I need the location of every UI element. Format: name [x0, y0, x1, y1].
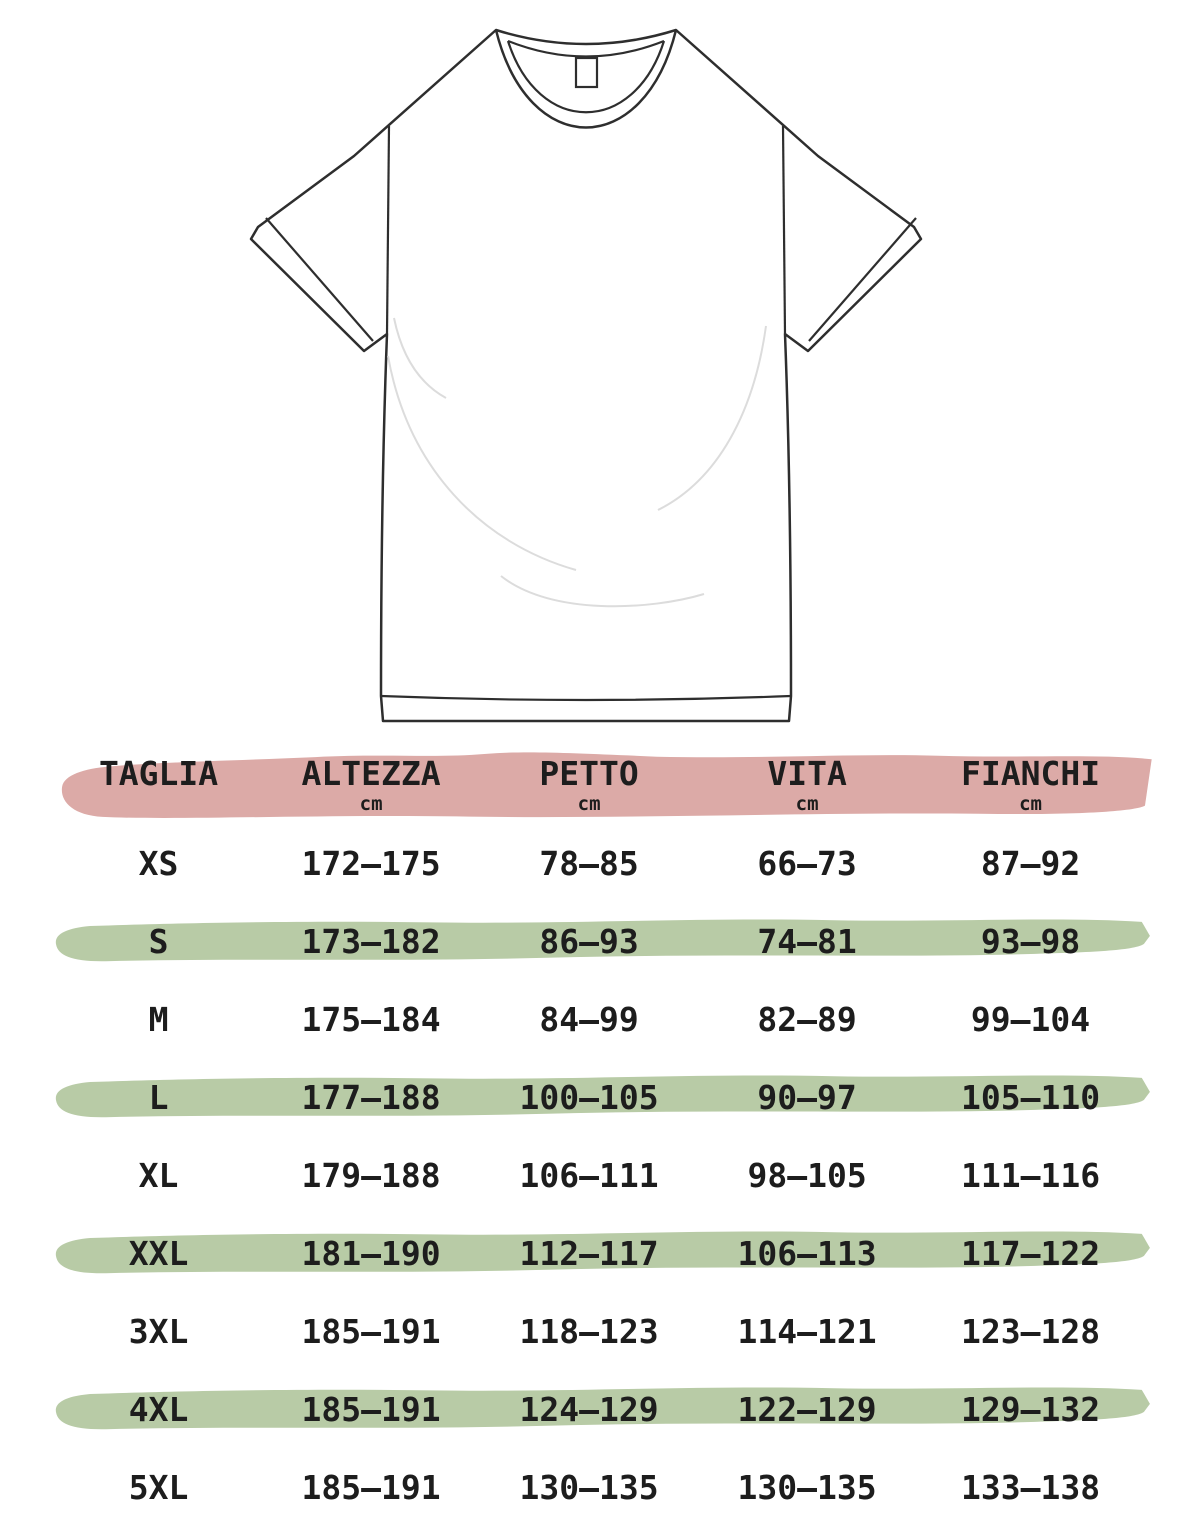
- table-row-m: M 175–184 84–99 82–89 99–104: [0, 980, 1200, 1058]
- tshirt-silhouette: [249, 28, 923, 723]
- header-label: VITA: [767, 754, 847, 794]
- table-row-xs: XS 172–175 78–85 66–73 87–92: [0, 824, 1200, 902]
- cell-altezza: 175–184: [301, 999, 441, 1039]
- table-row-xl: XL 179–188 106–111 98–105 111–116: [0, 1136, 1200, 1214]
- cell-fianchi: 111–116: [961, 1155, 1101, 1195]
- cell-petto: 112–117: [519, 1233, 659, 1273]
- table-row-s: S 173–182 86–93 74–81 93–98: [0, 902, 1200, 980]
- cell-petto: 86–93: [539, 921, 639, 961]
- header-unit: cm: [359, 792, 383, 815]
- header-cell-fianchi: FIANCHI cm: [916, 755, 1145, 815]
- row-highlight-brush: [55, 1387, 1150, 1430]
- header-label: ALTEZZA: [301, 754, 441, 794]
- cell-fianchi: 105–110: [961, 1077, 1101, 1117]
- cell-vita: 122–129: [737, 1389, 877, 1429]
- header-unit: cm: [577, 792, 601, 815]
- cell-fianchi: 87–92: [980, 843, 1081, 883]
- row-highlight-brush: [55, 1231, 1150, 1274]
- cell-size: XXL: [128, 1233, 189, 1273]
- cell-fianchi: 117–122: [961, 1233, 1101, 1273]
- cell-altezza: 185–191: [301, 1467, 441, 1507]
- header-cell-altezza: ALTEZZA cm: [262, 755, 480, 815]
- cell-fianchi: 133–138: [961, 1467, 1101, 1507]
- header-cell-taglia: TAGLIA: [55, 755, 262, 815]
- header-unit: cm: [795, 792, 819, 815]
- tshirt-illustration-icon: [249, 28, 923, 723]
- cell-petto: 106–111: [519, 1155, 659, 1195]
- header-label: PETTO: [539, 754, 639, 794]
- row-highlight-brush: [55, 1075, 1150, 1118]
- cell-altezza: 185–191: [301, 1389, 441, 1429]
- fabric-creases: [387, 317, 767, 608]
- cell-altezza: 185–191: [301, 1311, 441, 1351]
- cell-vita: 106–113: [737, 1233, 877, 1273]
- table-header-row: TAGLIA ALTEZZA cm PETTO cm VITA cm FIANC…: [0, 746, 1200, 824]
- cell-fianchi: 129–132: [961, 1389, 1101, 1429]
- cell-petto: 100–105: [519, 1077, 659, 1117]
- cell-size: M: [148, 999, 169, 1039]
- cell-altezza: 172–175: [301, 843, 441, 883]
- table-row-xxl: XXL 181–190 112–117 106–113 117–122: [0, 1214, 1200, 1292]
- cell-altezza: 181–190: [301, 1233, 441, 1273]
- cell-petto: 130–135: [519, 1467, 659, 1507]
- cell-altezza: 173–182: [301, 921, 441, 961]
- cell-vita: 66–73: [757, 843, 857, 883]
- cell-vita: 74–81: [757, 921, 857, 961]
- table-row-4xl: 4XL 185–191 124–129 122–129 129–132: [0, 1370, 1200, 1448]
- cell-size: XL: [138, 1155, 179, 1195]
- table-row-3xl: 3XL 185–191 118–123 114–121 123–128: [0, 1292, 1200, 1370]
- neck-label: [574, 56, 599, 89]
- header-label: FIANCHI: [961, 754, 1101, 794]
- cell-altezza: 177–188: [301, 1077, 441, 1117]
- cell-petto: 118–123: [519, 1311, 659, 1351]
- cell-fianchi: 123–128: [961, 1311, 1101, 1351]
- cell-size: L: [148, 1077, 169, 1117]
- header-brush: [61, 752, 1152, 818]
- cell-petto: 78–85: [539, 843, 639, 883]
- cell-fianchi: 99–104: [970, 999, 1091, 1039]
- cell-size: S: [148, 921, 169, 961]
- size-table: TAGLIA ALTEZZA cm PETTO cm VITA cm FIANC…: [0, 746, 1200, 1526]
- header-cell-petto: PETTO cm: [480, 755, 698, 815]
- header-cell-vita: VITA cm: [698, 755, 916, 815]
- header-label: TAGLIA: [98, 754, 219, 794]
- cell-vita: 114–121: [737, 1311, 877, 1351]
- cell-vita: 98–105: [747, 1155, 867, 1195]
- cell-altezza: 179–188: [301, 1155, 441, 1195]
- cell-size: 5XL: [128, 1467, 189, 1507]
- table-row-5xl: 5XL 185–191 130–135 130–135 133–138: [0, 1448, 1200, 1526]
- cell-petto: 124–129: [519, 1389, 659, 1429]
- cell-fianchi: 93–98: [980, 921, 1081, 961]
- cell-vita: 82–89: [757, 999, 857, 1039]
- cell-size: 3XL: [128, 1311, 189, 1351]
- cell-vita: 90–97: [757, 1077, 857, 1117]
- cell-vita: 130–135: [737, 1467, 877, 1507]
- table-row-l: L 177–188 100–105 90–97 105–110: [0, 1058, 1200, 1136]
- cell-petto: 84–99: [539, 999, 639, 1039]
- cell-size: XS: [138, 843, 179, 883]
- cell-size: 4XL: [128, 1389, 189, 1429]
- row-highlight-brush: [55, 919, 1150, 962]
- header-unit: cm: [1019, 792, 1042, 815]
